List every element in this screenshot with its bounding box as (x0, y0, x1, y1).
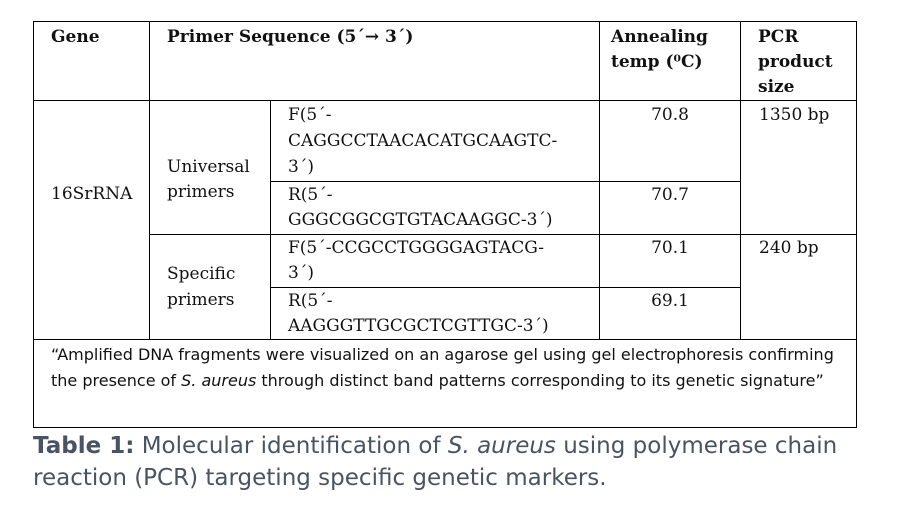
caption-species: S. aureus (447, 433, 556, 459)
primer-sequence-line: R(5´- (288, 291, 333, 311)
primer-sequence-line: AAGGGTTGCGCTCGTTGC-3´) (288, 316, 549, 336)
annealing-temp: 70.8 (651, 105, 689, 125)
primer-sequence-line: 3´) (288, 157, 314, 177)
annealing-temp: 70.1 (651, 238, 689, 258)
table-bottom-rule (33, 427, 857, 428)
table-caption: Table 1: Molecular identification of S. … (33, 430, 883, 494)
primer-sequence-line: R(5´- (288, 185, 333, 205)
annealing-temp: 70.7 (651, 185, 689, 205)
header-annealing-line2: temp (⁰C) (611, 52, 703, 72)
group-label-specific-line1: Specific (167, 264, 236, 284)
pcr-product-size: 240 bp (759, 238, 819, 258)
sequence-column-rule (270, 100, 271, 340)
primer-sequence-line: F(5´- (288, 105, 332, 125)
header-bottom-rule (33, 100, 857, 101)
group-label-universal-line1: Universal (167, 157, 250, 177)
header-pcr-line2: product (758, 52, 833, 72)
caption-label: Table 1: (33, 433, 135, 459)
annealing-column-rule (599, 21, 600, 340)
caption-text: Molecular identification of (134, 433, 448, 459)
pcr-product-size: 1350 bp (759, 105, 830, 125)
primer-sequence-line: GGGCGGCGTGTACAAGGC-3´) (288, 210, 553, 230)
table-note: “Amplified DNA fragments were visualized… (51, 342, 851, 394)
primer-sequence-line: 3´) (288, 263, 314, 283)
table-note-species: S. aureus (181, 371, 257, 390)
group-label-specific-line2: primers (167, 290, 235, 310)
header-gene: Gene (51, 27, 100, 47)
pcr-column-rule (740, 21, 741, 340)
header-pcr-line3: size (758, 77, 795, 97)
primer-sequence-line: CAGGCCTAACACATGCAAGTC- (288, 131, 558, 151)
table-top-rule (33, 21, 857, 22)
group-label-universal-line2: primers (167, 182, 235, 202)
group-divider (149, 234, 857, 235)
annealing-temp: 69.1 (651, 291, 689, 311)
header-annealing-line1: Annealing (611, 27, 708, 47)
gene-name: 16SrRNA (51, 184, 133, 204)
primer-sequence-line: F(5´-CCGCCTGGGGAGTACG- (288, 238, 544, 258)
gene-column-rule (149, 21, 150, 340)
table-right-rule (856, 21, 857, 428)
table-body-bottom-rule (33, 339, 857, 340)
table-note-text: “Amplified DNA fragments were visualized… (51, 345, 834, 390)
header-primer-sequence: Primer Sequence (5´→ 3´) (167, 27, 414, 47)
specific-primer-divider (270, 287, 740, 288)
table-left-rule (33, 21, 34, 428)
universal-primer-divider (270, 181, 740, 182)
caption-text-end: using polymerase chain reaction (PCR) ta… (33, 433, 838, 491)
header-pcr-line1: PCR (758, 27, 799, 47)
table-note-text-end: through distinct band patterns correspon… (256, 371, 824, 390)
